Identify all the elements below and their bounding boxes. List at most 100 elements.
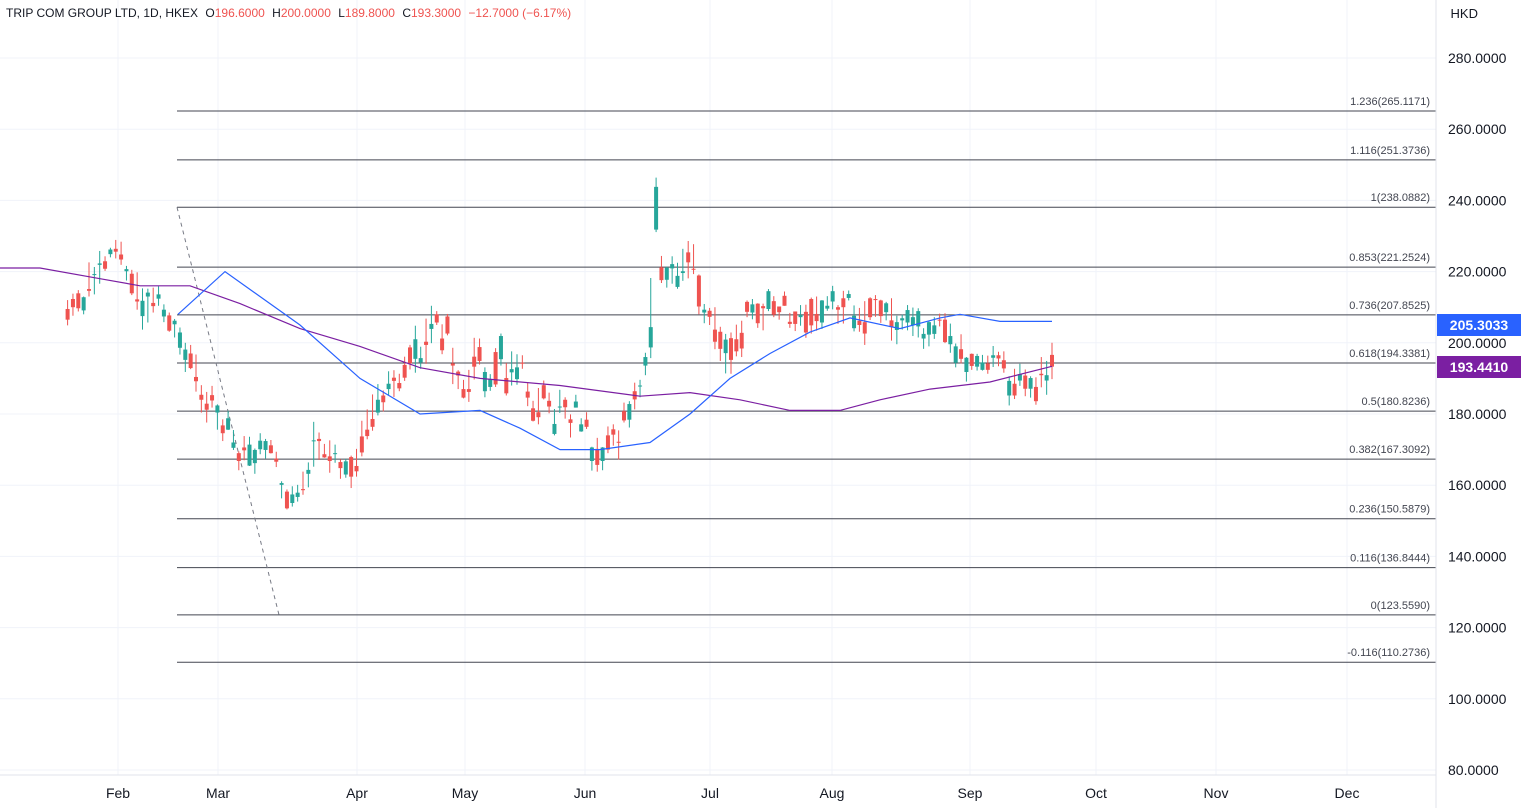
candle	[836, 305, 840, 324]
candle-body	[852, 315, 857, 329]
price-tick-label: 220.0000	[1448, 264, 1507, 280]
candle	[926, 321, 931, 347]
candle-body	[381, 395, 386, 403]
time-tick-label: May	[452, 785, 478, 801]
change-value: −12.7000 (−6.17%)	[468, 6, 572, 20]
candle-body	[729, 338, 733, 360]
ma-slow-line	[0, 267, 1053, 411]
candle	[263, 438, 268, 459]
candle-body	[274, 458, 279, 462]
candle	[167, 312, 172, 332]
candle-body	[921, 333, 926, 339]
candle-body	[450, 363, 455, 366]
candle	[429, 305, 434, 344]
candle-body	[306, 469, 311, 474]
candle	[301, 471, 305, 495]
candle-body	[878, 300, 883, 317]
candle-body	[70, 299, 75, 308]
candle	[943, 313, 947, 344]
candle-body	[472, 356, 477, 367]
candle	[1028, 376, 1033, 398]
candle-body	[97, 263, 102, 265]
candle-body	[723, 339, 728, 354]
candle-body	[172, 320, 177, 325]
candle	[65, 300, 70, 326]
candle	[472, 337, 477, 380]
candle-body	[204, 403, 209, 410]
candle	[284, 489, 289, 510]
candle	[161, 304, 166, 323]
candle-body	[985, 363, 990, 370]
candle-body	[167, 315, 172, 331]
candle-body	[552, 423, 557, 434]
candle	[204, 391, 209, 423]
candle-body	[247, 444, 252, 466]
candle	[841, 290, 846, 324]
candle	[488, 374, 493, 391]
time-tick-label: Apr	[346, 785, 368, 801]
candle-body	[926, 322, 931, 335]
candle-body	[889, 320, 894, 328]
candle-body	[868, 298, 873, 318]
candle-body	[563, 399, 568, 408]
candle-body	[509, 369, 514, 373]
candle-body	[466, 389, 471, 392]
candle-body	[691, 268, 696, 270]
candle-body	[648, 327, 653, 348]
candle	[659, 255, 664, 283]
candle	[777, 306, 782, 320]
candle	[584, 412, 589, 429]
candle-body	[568, 419, 573, 423]
candle	[242, 436, 247, 461]
candle-body	[375, 399, 380, 413]
candle	[76, 290, 81, 312]
candle-body	[584, 419, 589, 427]
candle-body	[504, 378, 509, 394]
candle	[1012, 368, 1017, 400]
candle	[343, 458, 348, 478]
candle-body	[525, 391, 530, 398]
candle	[761, 303, 766, 331]
candle-body	[268, 445, 273, 454]
candle	[803, 304, 808, 338]
candle	[354, 448, 359, 477]
candle-body	[129, 273, 134, 294]
candle	[996, 351, 1001, 367]
candle	[702, 303, 707, 324]
candle-body	[766, 291, 771, 309]
candle-body	[279, 483, 284, 485]
candle	[964, 357, 969, 382]
candle	[959, 334, 964, 364]
candle-body	[964, 357, 969, 372]
candle-body	[81, 297, 86, 311]
candle	[1001, 351, 1006, 373]
candle	[707, 307, 712, 325]
candle-body	[654, 186, 659, 230]
candle-body	[424, 341, 429, 345]
candle	[413, 325, 418, 373]
candle-body	[809, 299, 814, 326]
candle	[268, 439, 273, 454]
price-tick-label: 200.0000	[1448, 335, 1507, 351]
time-tick-label: Sep	[958, 785, 983, 801]
price-axis: 280.0000 260.0000 240.0000 220.0000 200.0000…	[1448, 50, 1507, 778]
time-tick-label: Jun	[574, 785, 597, 801]
candle-body	[327, 456, 332, 461]
candle-body	[959, 349, 964, 359]
candle	[1007, 376, 1012, 406]
close-label: C	[402, 6, 411, 20]
candle-body	[520, 362, 525, 364]
candle	[258, 433, 263, 455]
candle	[932, 317, 937, 339]
candle	[991, 346, 996, 368]
candle	[696, 274, 701, 315]
candle-body	[638, 385, 643, 387]
candle-body	[290, 494, 295, 503]
candle-body	[670, 264, 675, 269]
candle-body	[135, 299, 140, 302]
candle	[680, 248, 685, 281]
candle	[712, 307, 717, 350]
fib-level-label: 1(238.0882)	[1371, 192, 1430, 204]
candle	[739, 320, 744, 358]
